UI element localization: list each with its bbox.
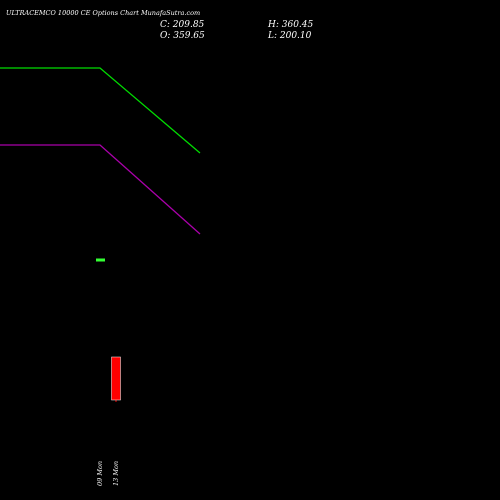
marker-dash	[96, 258, 105, 262]
low-label: L: 200.10	[267, 31, 312, 41]
series-line-1	[0, 67, 201, 154]
high-label: H: 360.45	[267, 20, 314, 30]
open-label: O: 359.65	[160, 31, 205, 41]
close-label: C: 209.85	[160, 20, 205, 30]
candle-body	[111, 356, 121, 401]
x-tick-label: 09 Mon	[96, 461, 104, 486]
plot-area: 09 Mon 13 Mon	[0, 67, 201, 486]
chart-title: ULTRACEMCO 10000 CE Options Chart Munafa…	[6, 9, 200, 17]
series-line-2	[0, 144, 201, 235]
x-tick-label: 13 Mon	[112, 461, 120, 486]
